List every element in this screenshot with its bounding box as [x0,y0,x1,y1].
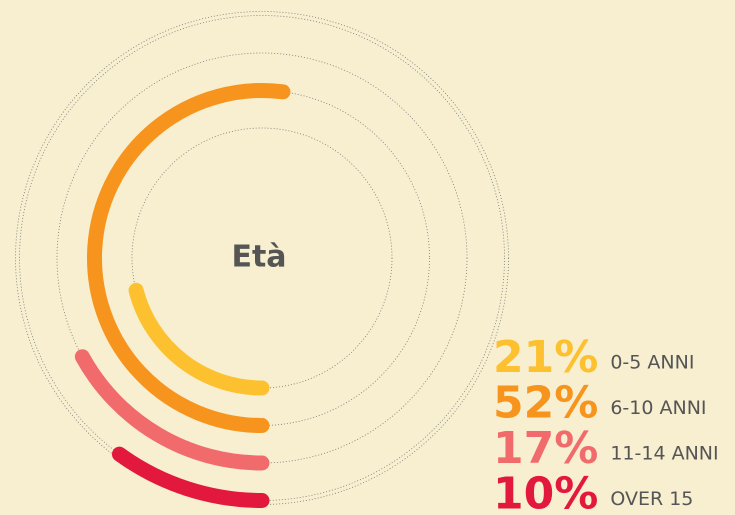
legend-label: 11-14 ANNI [610,443,718,465]
chart-title: Età [231,240,286,275]
legend-label: 6-10 ANNI [610,397,706,419]
arc-bar [111,446,270,508]
value-label: 52% [493,378,598,429]
arc-bar [87,83,291,433]
value-label: 17% [493,423,598,474]
arc-bar [128,282,270,396]
value-label: 21% [493,332,598,383]
track [19,15,505,501]
arc-bar [74,349,270,471]
value-label: 10% [493,469,598,515]
legend-label: OVER 15 [610,488,693,510]
legend-label: 0-5 ANNI [610,352,694,374]
